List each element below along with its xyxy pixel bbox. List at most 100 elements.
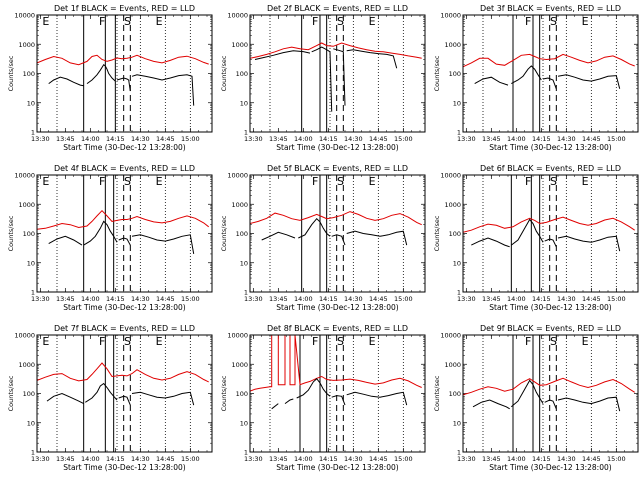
plot-title: Det 5f BLACK = Events, RED = LLD: [267, 164, 408, 173]
detector-plot-2: Det 2f BLACK = Events, RED = LLD Counts/s…: [220, 4, 426, 152]
region-label: F: [312, 15, 318, 28]
events-series-line: [261, 231, 296, 241]
x-tick-label: 14:00: [507, 135, 526, 143]
y-axis-label: Counts/sec: [433, 215, 441, 251]
events-series-line: [118, 237, 131, 246]
x-tick-label: 14:15: [532, 135, 551, 143]
x-tick-label: 14:15: [106, 455, 125, 463]
events-series-line: [474, 76, 509, 86]
events-series-line: [116, 77, 131, 92]
region-label: F: [99, 175, 105, 188]
x-tick-label: 13:30: [244, 455, 263, 463]
x-tick-label: 13:30: [457, 295, 476, 303]
region-label: S: [124, 175, 131, 188]
x-tick-label: 14:15: [532, 295, 551, 303]
x-tick-label: 14:45: [582, 455, 601, 463]
events-series-line: [48, 76, 84, 87]
y-axis-label: Counts/sec: [7, 215, 15, 251]
events-series-line: [296, 377, 331, 399]
x-axis-label: Start Time (30-Dec-12 13:28:00): [276, 143, 398, 152]
x-axis-label: Start Time (30-Dec-12 13:28:00): [276, 463, 398, 472]
x-tick-label: 15:00: [181, 455, 200, 463]
region-label: F: [312, 335, 318, 348]
x-axis-label: Start Time (30-Dec-12 13:28:00): [63, 463, 185, 472]
x-tick-label: 14:45: [582, 135, 601, 143]
events-series-line: [86, 63, 116, 85]
region-label: E: [582, 175, 589, 188]
x-tick-label: 13:45: [56, 135, 75, 143]
plot-frame: [36, 174, 213, 293]
x-tick-label: 13:30: [244, 295, 263, 303]
y-tick-label: 1000: [444, 201, 461, 209]
x-tick-label: 14:45: [582, 295, 601, 303]
plot-frame: [462, 334, 639, 453]
x-tick-label: 13:45: [269, 455, 288, 463]
events-series-line: [331, 395, 346, 406]
x-tick-label: 15:00: [607, 295, 626, 303]
x-tick-label: 13:45: [56, 455, 75, 463]
x-axis-label: Start Time (30-Dec-12 13:28:00): [63, 303, 185, 312]
x-axis-label: Start Time (30-Dec-12 13:28:00): [63, 143, 185, 152]
y-tick-label: 1000: [18, 41, 35, 49]
region-label: S: [337, 335, 344, 348]
lld-series-line: [463, 53, 635, 68]
events-series-line: [254, 50, 311, 60]
region-label: S: [337, 175, 344, 188]
x-tick-label: 14:45: [369, 135, 388, 143]
events-series-line: [311, 46, 333, 112]
y-tick-label: 10000: [227, 12, 248, 20]
x-tick-label: 14:45: [369, 455, 388, 463]
x-tick-label: 14:00: [507, 455, 526, 463]
y-tick-label: 100: [236, 230, 248, 238]
y-axis-label: Counts/sec: [7, 375, 15, 411]
region-label: E: [369, 335, 376, 348]
events-series-line: [46, 392, 84, 405]
y-tick-label: 10: [453, 419, 461, 427]
x-axis-label: Start Time (30-Dec-12 13:28:00): [276, 303, 398, 312]
events-series-line: [331, 234, 346, 246]
y-axis-label: Counts/sec: [7, 55, 15, 91]
region-label: F: [312, 175, 318, 188]
events-series-line: [118, 395, 131, 406]
y-tick-label: 1000: [231, 361, 248, 369]
x-tick-label: 15:00: [607, 135, 626, 143]
y-tick-label: 1000: [231, 201, 248, 209]
x-tick-label: 15:00: [181, 135, 200, 143]
y-tick-label: 1000: [231, 41, 248, 49]
y-tick-label: 1000: [444, 361, 461, 369]
events-series-line: [557, 235, 621, 252]
y-tick-label: 10: [240, 99, 248, 107]
events-series-line: [346, 391, 408, 406]
y-tick-label: 100: [236, 390, 248, 398]
x-tick-label: 13:45: [482, 455, 501, 463]
x-tick-label: 13:30: [244, 135, 263, 143]
region-label: E: [156, 15, 163, 28]
y-tick-label: 10: [240, 419, 248, 427]
plot-frame: [462, 14, 639, 133]
events-series-line: [346, 49, 398, 69]
plot-title: Det 1f BLACK = Events, RED = LLD: [54, 4, 195, 13]
y-tick-label: 10: [453, 99, 461, 107]
x-tick-label: 13:45: [482, 295, 501, 303]
x-tick-label: 14:30: [131, 295, 150, 303]
y-tick-label: 10000: [440, 172, 461, 180]
x-tick-label: 13:30: [31, 135, 50, 143]
x-axis-label: Start Time (30-Dec-12 13:28:00): [489, 303, 611, 312]
y-axis-label: Counts/sec: [220, 55, 228, 91]
x-tick-label: 14:15: [319, 455, 338, 463]
x-tick-label: 14:00: [81, 295, 100, 303]
events-series-line: [346, 230, 408, 246]
x-axis-label: Start Time (30-Dec-12 13:28:00): [489, 463, 611, 472]
plot-frame: [249, 14, 426, 133]
x-tick-label: 14:30: [344, 295, 363, 303]
y-tick-label: 1: [31, 129, 35, 137]
detector-plot-5: Det 5f BLACK = Events, RED = LLD Counts/s…: [220, 164, 426, 312]
x-tick-label: 14:30: [557, 455, 576, 463]
region-label: S: [337, 15, 344, 28]
plot-title: Det 3f BLACK = Events, RED = LLD: [480, 4, 621, 13]
y-axis-label: Counts/sec: [433, 375, 441, 411]
plot-frame: [36, 334, 213, 453]
y-tick-label: 10000: [227, 332, 248, 340]
events-series-line: [48, 235, 83, 246]
events-series-line: [131, 391, 195, 406]
